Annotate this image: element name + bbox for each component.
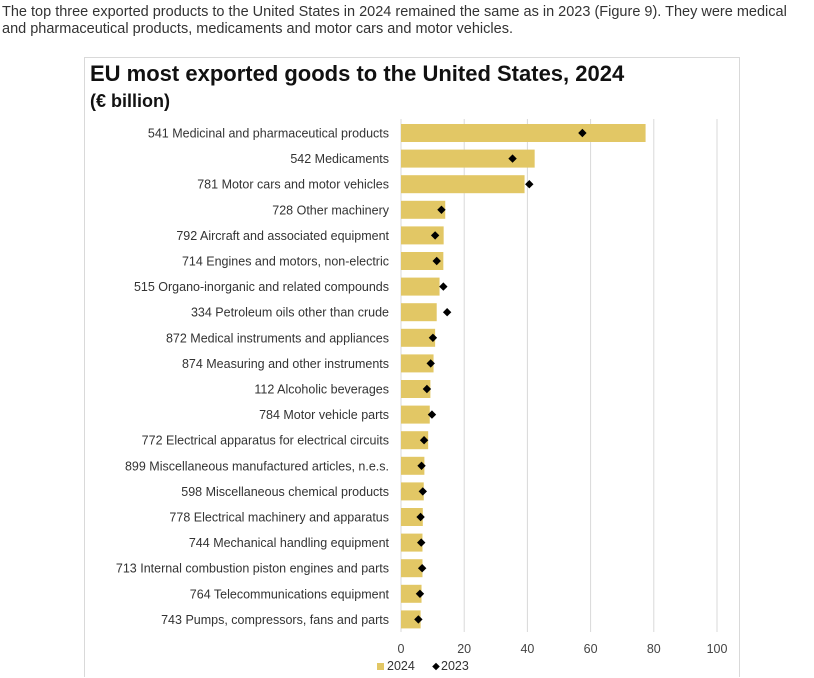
category-label: 334 Petroleum oils other than crude xyxy=(191,306,389,320)
marker-2023 xyxy=(427,410,437,419)
bar-2024 xyxy=(401,380,431,398)
x-tick-label: 60 xyxy=(584,642,598,656)
marker-2023 xyxy=(417,461,426,470)
bar-2024 xyxy=(401,200,446,219)
x-tick-label: 100 xyxy=(707,642,728,656)
category-label: 792 Aircraft and associated equipment xyxy=(176,229,389,243)
bar-2024 xyxy=(401,149,535,168)
marker-2023 xyxy=(430,231,440,240)
chart-container: EU most exported goods to the United Sta… xyxy=(84,57,740,677)
category-label: 772 Electrical apparatus for electrical … xyxy=(142,434,389,448)
bar-2024 xyxy=(401,328,436,347)
bar-2024 xyxy=(401,533,423,552)
category-label: 714 Engines and motors, non-electric xyxy=(182,255,389,269)
bar-2024 xyxy=(401,610,421,629)
bar-2024 xyxy=(401,559,423,578)
category-label: 784 Motor vehicle parts xyxy=(259,408,389,422)
marker-2023 xyxy=(525,180,534,189)
bar-2024 xyxy=(401,226,444,245)
category-label: 542 Medicaments xyxy=(290,152,389,166)
bar-2024 xyxy=(401,277,440,296)
bar-2024 xyxy=(401,405,430,424)
bar-2024 xyxy=(401,252,444,270)
category-label: 781 Motor cars and motor vehicles xyxy=(197,178,389,192)
marker-2023 xyxy=(416,512,425,522)
marker-2023 xyxy=(417,538,426,547)
category-label: 728 Other machinery xyxy=(272,203,389,217)
marker-2023 xyxy=(428,333,438,342)
x-tick-label: 0 xyxy=(398,642,405,656)
legend-marker-2023 xyxy=(432,662,440,671)
chart-title: EU most exported goods to the United Sta… xyxy=(90,61,625,86)
category-label: 112 Alcoholic beverages xyxy=(254,383,389,397)
x-tick-label: 40 xyxy=(520,642,534,656)
bar-2024 xyxy=(401,354,434,373)
marker-2023 xyxy=(418,487,428,496)
category-label: 874 Measuring and other instruments xyxy=(182,357,389,371)
legend-swatch-2024 xyxy=(377,663,384,670)
bar-2024 xyxy=(401,124,646,142)
marker-2023 xyxy=(422,384,432,394)
marker-2023 xyxy=(414,615,423,624)
intro-paragraph: The top three exported products to the U… xyxy=(2,4,787,37)
bar-2024 xyxy=(401,482,424,501)
marker-2023 xyxy=(432,256,441,266)
chart-subtitle: (€ billion) xyxy=(90,91,170,111)
category-label: 872 Medical instruments and appliances xyxy=(166,331,389,345)
category-label: 515 Organo-inorganic and related compoun… xyxy=(134,280,389,294)
category-label: 743 Pumps, compressors, fans and parts xyxy=(161,613,389,627)
marker-2023 xyxy=(419,436,429,445)
x-tick-label: 20 xyxy=(457,642,471,656)
category-label: 764 Telecommunications equipment xyxy=(190,587,390,601)
bar-2024 xyxy=(401,431,429,450)
legend-label-2024: 2024 xyxy=(387,659,415,673)
marker-2023 xyxy=(426,359,435,368)
marker-2023 xyxy=(415,589,425,598)
category-label: 778 Electrical machinery and apparatus xyxy=(169,511,389,525)
category-label: 541 Medicinal and pharmaceutical product… xyxy=(148,127,389,141)
bar-2024 xyxy=(401,303,437,322)
category-label: 744 Mechanical handling equipment xyxy=(189,536,390,550)
category-label: 598 Miscellaneous chemical products xyxy=(181,485,389,499)
x-tick-label: 80 xyxy=(647,642,661,656)
category-label: 713 Internal combustion piston engines a… xyxy=(116,562,389,576)
marker-2023 xyxy=(442,308,452,317)
bar-2024 xyxy=(401,456,425,475)
bar-chart: 0 20 40 60 80 100 541 Medicinal and pharmaceut… xyxy=(116,119,728,673)
legend-label-2023: 2023 xyxy=(441,659,469,673)
marker-2023 xyxy=(439,282,448,291)
category-label: 899 Miscellaneous manufactured articles,… xyxy=(125,459,389,473)
bar-2024 xyxy=(401,175,525,194)
bar-2024 xyxy=(401,508,423,526)
bar-2024 xyxy=(401,584,422,603)
marker-2023 xyxy=(437,205,446,214)
